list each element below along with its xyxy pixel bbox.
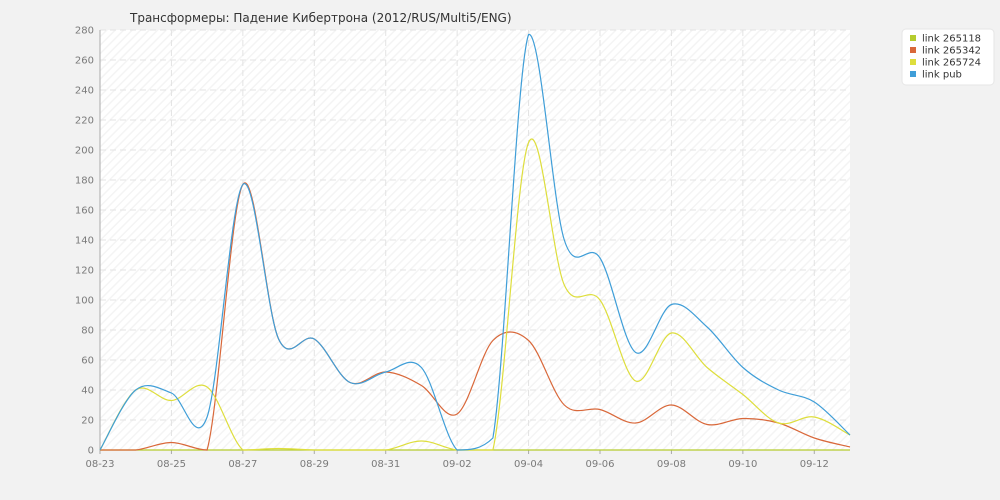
y-tick-label: 180 (75, 176, 94, 187)
y-tick-label: 280 (75, 26, 94, 37)
y-tick-label: 140 (75, 236, 94, 247)
y-tick-label: 60 (81, 356, 94, 367)
x-tick-label: 09-04 (514, 459, 543, 470)
y-tick-label: 200 (75, 146, 94, 157)
legend-swatch (910, 35, 916, 41)
legend-label: link 265724 (922, 58, 981, 69)
x-tick-label: 08-31 (371, 459, 400, 470)
legend-swatch (910, 47, 916, 53)
legend-label: link pub (922, 70, 962, 81)
series-line-link-265724 (99, 138, 851, 451)
grid (100, 29, 850, 450)
x-tick-label: 09-08 (657, 459, 686, 470)
y-tick-label: 100 (75, 296, 94, 307)
x-tick-label: 09-06 (585, 459, 614, 470)
x-tick-label: 08-23 (85, 459, 114, 470)
y-tick-label: 40 (81, 386, 94, 397)
legend-label: link 265342 (922, 46, 981, 57)
legend-box (901, 28, 995, 86)
chart-title: Трансформеры: Падение Кибертрона (2012/R… (129, 11, 512, 25)
y-tick-label: 260 (75, 56, 94, 67)
x-tick-label: 09-10 (728, 459, 757, 470)
y-axis-ticks: 0 20 40 60 80 100 120 140 160 180 200 220 240 260 280 (75, 26, 94, 457)
y-tick-label: 240 (75, 86, 94, 97)
x-tick-label: 09-02 (443, 459, 472, 470)
series-lines (99, 33, 851, 451)
x-tick-label: 08-27 (228, 459, 257, 470)
legend-swatch (910, 59, 916, 65)
x-axis-ticks: 08-23 08-25 08-27 08-29 08-31 09-02 09-04 09-06… (85, 450, 829, 470)
x-tick-label: 09-12 (800, 459, 829, 470)
legend-label: link 265118 (922, 34, 981, 45)
y-tick-label: 220 (75, 116, 94, 127)
series-line-link-265342 (99, 182, 851, 451)
y-tick-label: 0 (88, 446, 94, 457)
y-tick-label: 160 (75, 206, 94, 217)
y-tick-label: 80 (81, 326, 94, 337)
series-line-link-pub (99, 33, 851, 451)
y-tick-label: 20 (81, 416, 94, 427)
x-tick-label: 08-25 (157, 459, 186, 470)
y-tick-label: 120 (75, 266, 94, 277)
x-tick-label: 08-29 (300, 459, 329, 470)
legend-swatch (910, 71, 916, 77)
